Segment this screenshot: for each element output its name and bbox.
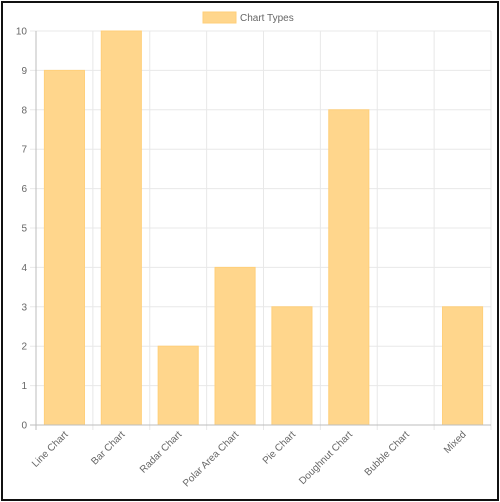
bar-bar-chart[interactable] <box>100 30 142 426</box>
x-tick-label: Line Chart <box>30 429 71 470</box>
axes <box>30 31 491 430</box>
y-tick-labels: 0 1 2 3 4 5 6 7 8 9 10 <box>16 27 28 432</box>
grid-lines <box>30 30 492 430</box>
x-tick-label: Bar Chart <box>89 429 127 467</box>
legend[interactable]: Chart Types <box>202 11 294 24</box>
bar-radar-chart[interactable] <box>157 345 199 426</box>
y-tick-label: 1 <box>21 381 27 392</box>
y-tick-label: 3 <box>21 302 27 313</box>
legend-swatch <box>202 11 237 24</box>
y-tick-label: 9 <box>21 66 27 77</box>
y-tick-label: 8 <box>21 105 27 116</box>
bars <box>43 30 484 426</box>
y-tick-label: 6 <box>21 184 27 195</box>
legend-label: Chart Types <box>240 13 294 24</box>
y-tick-label: 2 <box>21 342 27 353</box>
bar-doughnut-chart[interactable] <box>328 109 370 426</box>
bar-line-chart[interactable] <box>43 69 85 426</box>
y-tick-label: 4 <box>21 263 27 274</box>
bar-polar-area-chart[interactable] <box>214 266 256 426</box>
x-tick-label: Bubble Chart <box>363 429 412 478</box>
y-tick-label: 10 <box>16 27 28 38</box>
x-tick-label: Pie Chart <box>261 429 298 466</box>
y-tick-label: 7 <box>21 145 27 156</box>
x-tick-label: Polar Area Chart <box>181 429 241 489</box>
x-tick-label: Mixed <box>442 429 469 456</box>
x-tick-label: Doughnut Chart <box>297 429 355 487</box>
bar-pie-chart[interactable] <box>271 306 313 426</box>
bar-mixed[interactable] <box>442 306 484 426</box>
y-tick-label: 0 <box>21 421 27 432</box>
y-tick-label: 5 <box>21 224 27 235</box>
x-tick-label: Radar Chart <box>138 429 184 475</box>
